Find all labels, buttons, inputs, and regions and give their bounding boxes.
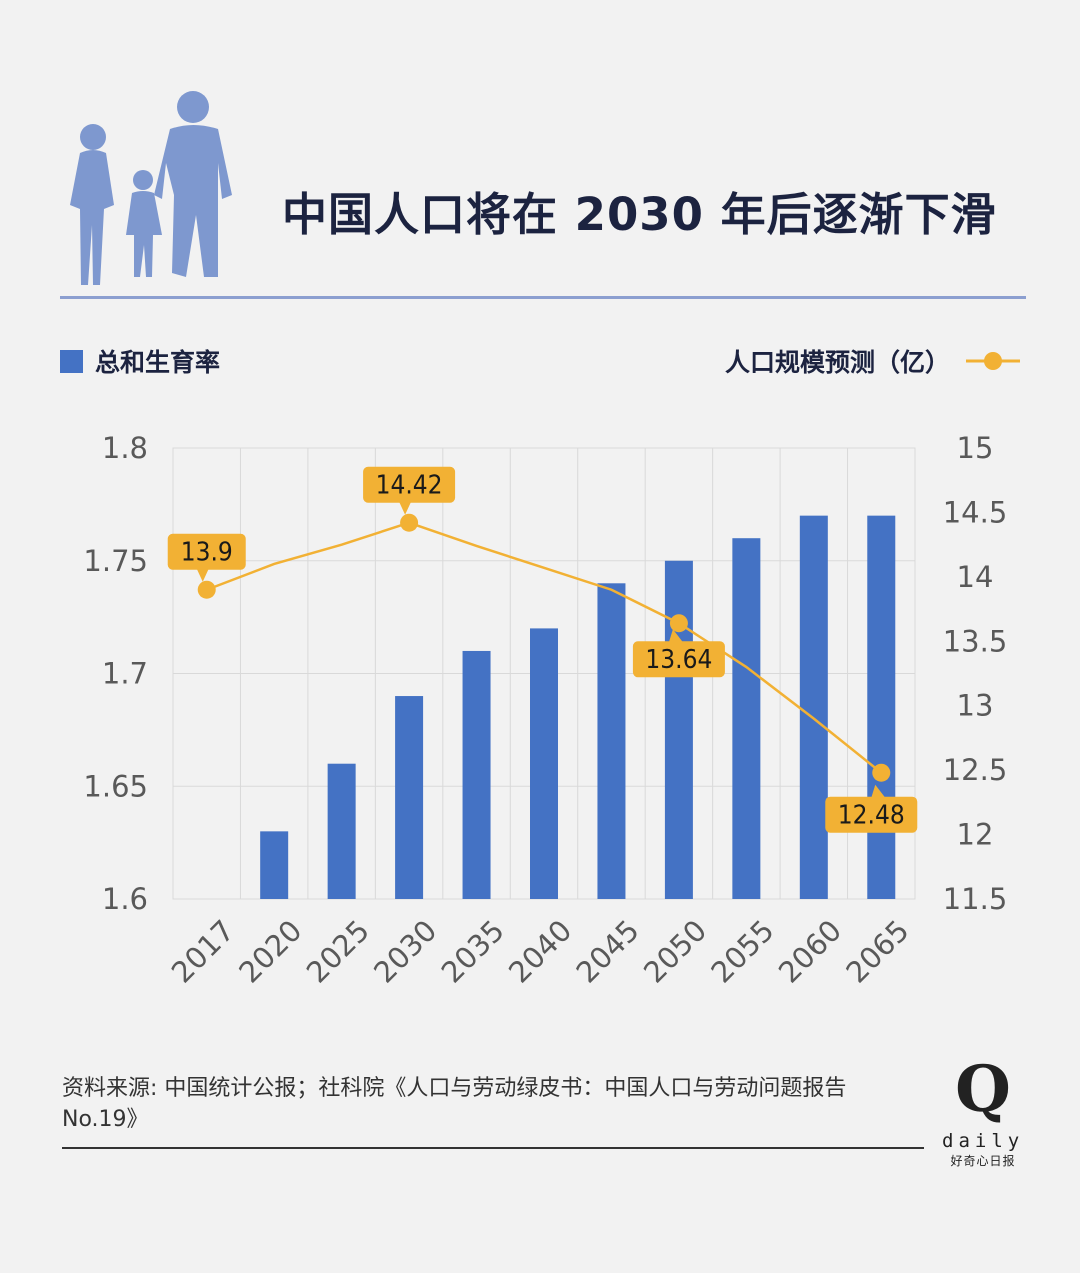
legend-bar-label: 总和生育率 bbox=[95, 348, 221, 377]
callout-box bbox=[632, 641, 725, 678]
callout-2065: 12.48 bbox=[825, 784, 918, 833]
y-left-tick-label: 1.65 bbox=[83, 769, 148, 803]
legend-bar-series: 总和生育率 bbox=[60, 343, 220, 379]
logo-word: daily bbox=[942, 1130, 1025, 1152]
callout-label: 14.42 bbox=[376, 471, 443, 501]
bar-2025 bbox=[327, 763, 356, 899]
y-right-tick-label: 12.5 bbox=[943, 753, 1008, 787]
x-tick-label: 2035 bbox=[435, 913, 511, 989]
legend-bar-swatch bbox=[60, 349, 83, 373]
logo-mark: Q bbox=[955, 1052, 1011, 1127]
y-right-tick-label: 15 bbox=[957, 431, 994, 465]
y-right-tick-label: 11.5 bbox=[943, 882, 1008, 916]
callout-pointer bbox=[668, 629, 683, 643]
callout-box bbox=[167, 533, 246, 570]
x-tick-label: 2030 bbox=[367, 913, 443, 989]
x-tick-label: 2065 bbox=[839, 913, 915, 989]
bar-2045 bbox=[597, 583, 626, 899]
line-point-2030 bbox=[400, 513, 419, 532]
qdaily-logo: Q daily 好奇心日报 bbox=[942, 1058, 1024, 1178]
line-point-2050 bbox=[669, 614, 688, 633]
y-left-tick-label: 1.6 bbox=[102, 882, 148, 916]
legend-line-label: 人口规模预测（亿） bbox=[724, 348, 950, 377]
line-point-2017 bbox=[197, 580, 216, 599]
x-tick-label: 2045 bbox=[570, 913, 646, 989]
callout-2017: 13.9 bbox=[167, 533, 246, 582]
title-divider bbox=[60, 296, 1026, 299]
y-left-tick-label: 1.8 bbox=[102, 431, 148, 465]
y-right-tick-label: 13.5 bbox=[943, 624, 1008, 658]
callout-2030: 14.42 bbox=[363, 466, 456, 515]
x-tick-label: 2025 bbox=[300, 913, 376, 989]
y-left-tick-label: 1.75 bbox=[83, 544, 148, 578]
bar-2050 bbox=[664, 560, 693, 899]
y-right-tick-label: 13 bbox=[957, 689, 994, 723]
y-left-tick-label: 1.7 bbox=[102, 657, 148, 691]
callout-box bbox=[825, 796, 918, 833]
callout-label: 13.64 bbox=[645, 645, 712, 675]
callout-pointer bbox=[196, 568, 209, 582]
bar-2040 bbox=[530, 628, 558, 899]
x-tick-label: 2055 bbox=[704, 913, 780, 989]
population-line bbox=[206, 521, 883, 774]
x-tick-label: 2050 bbox=[637, 913, 713, 989]
family-silhouette-icon bbox=[70, 91, 232, 285]
bar-2065 bbox=[867, 515, 896, 899]
bar-2035 bbox=[462, 650, 491, 899]
source-note: 资料来源: 中国统计公报；社科院《人口与劳动绿皮书：中国人口与劳动问题报告 No… bbox=[62, 1076, 847, 1132]
y-right-tick-label: 12 bbox=[957, 818, 994, 852]
source-divider bbox=[62, 1147, 924, 1149]
bar-2060 bbox=[799, 515, 828, 899]
x-tick-label: 2017 bbox=[165, 913, 241, 989]
bar-2020 bbox=[260, 831, 289, 899]
chart-title: 中国人口将在 2030 年后逐渐下滑 bbox=[282, 188, 997, 241]
legend-line-marker-icon bbox=[966, 352, 1020, 370]
y-right-tick-label: 14 bbox=[957, 560, 994, 594]
legend-line-series: 人口规模预测（亿） bbox=[725, 343, 1022, 379]
x-tick-label: 2060 bbox=[772, 913, 848, 989]
y-right-tick-label: 14.5 bbox=[943, 495, 1008, 529]
x-tick-label: 2020 bbox=[232, 913, 308, 989]
bar-2055 bbox=[732, 538, 761, 899]
line-point-2065 bbox=[872, 763, 891, 782]
logo-caption: 好奇心日报 bbox=[950, 1154, 1016, 1168]
combo-chart: 13.9 14.42 13.64 12.48 1.6 1.65 1.7 1.75 1.8 11.5… bbox=[83, 431, 1008, 990]
callout-2050: 13.64 bbox=[632, 629, 725, 678]
callout-box bbox=[363, 466, 456, 503]
callout-label: 13.9 bbox=[181, 538, 233, 568]
x-tick-label: 2040 bbox=[502, 913, 578, 989]
bar-2030 bbox=[395, 696, 424, 899]
callout-pointer bbox=[871, 784, 886, 798]
callout-pointer bbox=[399, 501, 412, 515]
callout-label: 12.48 bbox=[838, 801, 905, 831]
